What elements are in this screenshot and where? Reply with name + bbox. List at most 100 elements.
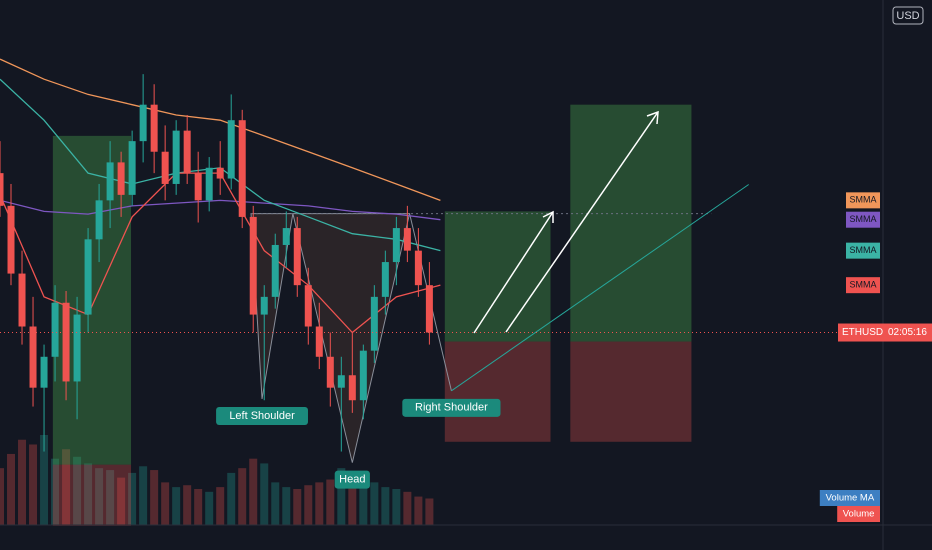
volume-tag	[837, 506, 880, 522]
pattern-label: Left Shoulder	[229, 410, 295, 422]
volume-bar	[293, 489, 302, 525]
candle-body	[18, 273, 26, 327]
label-box	[334, 470, 370, 489]
ma-tag	[846, 211, 880, 228]
volume-bar	[271, 482, 280, 525]
volume-name: Volume	[843, 509, 875, 520]
volume-bar	[161, 482, 170, 525]
volume-bar	[282, 487, 291, 525]
volume-bar	[304, 485, 313, 525]
candle-body	[128, 141, 136, 195]
arrow-drawings	[473, 110, 659, 334]
volume-tag	[819, 490, 880, 506]
loss-zone	[444, 341, 551, 442]
countdown: 02:05:16	[888, 327, 927, 338]
volume-bar	[326, 479, 335, 525]
candle-body	[139, 104, 147, 142]
volume-bar	[117, 477, 126, 525]
candle-body	[326, 356, 334, 388]
volume-bar	[381, 487, 390, 525]
candle-body	[414, 250, 422, 286]
volume-bar	[106, 470, 115, 525]
volume-bar	[403, 491, 412, 525]
volume-bar	[84, 463, 93, 525]
loss-zone	[570, 341, 692, 442]
candle-body	[359, 350, 367, 401]
candle-body	[293, 228, 301, 286]
candle-body	[348, 375, 356, 401]
ma-name: SMMA	[850, 195, 877, 205]
volume-bar	[260, 463, 269, 525]
candle-body	[370, 296, 378, 351]
arrow-head	[646, 110, 659, 125]
candle-body	[40, 356, 48, 388]
ma-name: SMMA	[850, 245, 877, 255]
ma-name: SMMA	[850, 280, 877, 290]
candle-body	[29, 326, 37, 388]
volume-bar	[172, 487, 181, 525]
moving-average	[0, 199, 441, 221]
currency[interactable]: USD	[896, 10, 919, 22]
volume-name: Volume MA	[826, 493, 875, 504]
arrow	[505, 111, 659, 333]
volume-bar	[249, 458, 258, 525]
currency-button[interactable]	[892, 6, 924, 25]
volume-bar	[95, 468, 104, 525]
volume-bar	[238, 468, 247, 525]
ma-tag	[846, 242, 880, 259]
candle-body	[7, 205, 15, 274]
symbol: ETHUSD	[842, 327, 883, 338]
volume-bar	[40, 435, 49, 525]
candle-body	[84, 239, 92, 315]
volume-bar	[73, 456, 82, 525]
volume-bar	[62, 449, 71, 525]
ma-tag	[846, 277, 880, 294]
candle-body	[381, 262, 389, 297]
volume-bar	[0, 468, 4, 525]
candle-body	[73, 314, 81, 382]
candle-body	[172, 130, 180, 184]
candle-body	[117, 162, 125, 195]
volume-bar	[337, 468, 346, 525]
price-tag	[838, 323, 932, 342]
candle-body	[51, 302, 59, 357]
volume-bar	[205, 491, 214, 525]
volume-bar	[359, 477, 368, 525]
candle-body	[304, 285, 312, 327]
volume-bar	[315, 482, 324, 525]
volume-bar	[51, 458, 60, 525]
volume-bar	[392, 489, 401, 525]
candle-body	[183, 130, 191, 174]
volume-bar	[128, 472, 137, 525]
label-box	[216, 406, 308, 425]
trend-line	[451, 184, 749, 392]
candle-body	[205, 167, 213, 201]
volume-bar	[139, 466, 148, 525]
candle-body	[194, 173, 202, 201]
candle-body	[161, 151, 169, 184]
profit-zone	[570, 104, 692, 342]
loss-zone	[52, 464, 132, 526]
plot-area: Left Shoulder Head Right Shoulder	[0, 58, 883, 526]
candle-body	[403, 228, 411, 251]
candle-body	[392, 228, 400, 263]
candle-body	[62, 302, 70, 382]
candle-body	[238, 120, 246, 217]
candle-body	[150, 104, 158, 152]
volume-bar	[425, 498, 434, 525]
volume-bar	[194, 489, 203, 525]
candle-body	[216, 167, 224, 179]
ma-name: SMMA	[850, 214, 877, 224]
candle-body	[425, 285, 433, 333]
candle-body	[95, 200, 103, 240]
candle-body	[0, 173, 4, 206]
volume-bar	[29, 444, 38, 525]
profit-zone	[444, 211, 551, 342]
pattern-label: Right Shoulder	[415, 402, 488, 414]
candle-body	[227, 120, 235, 179]
volume-bar	[7, 453, 16, 525]
